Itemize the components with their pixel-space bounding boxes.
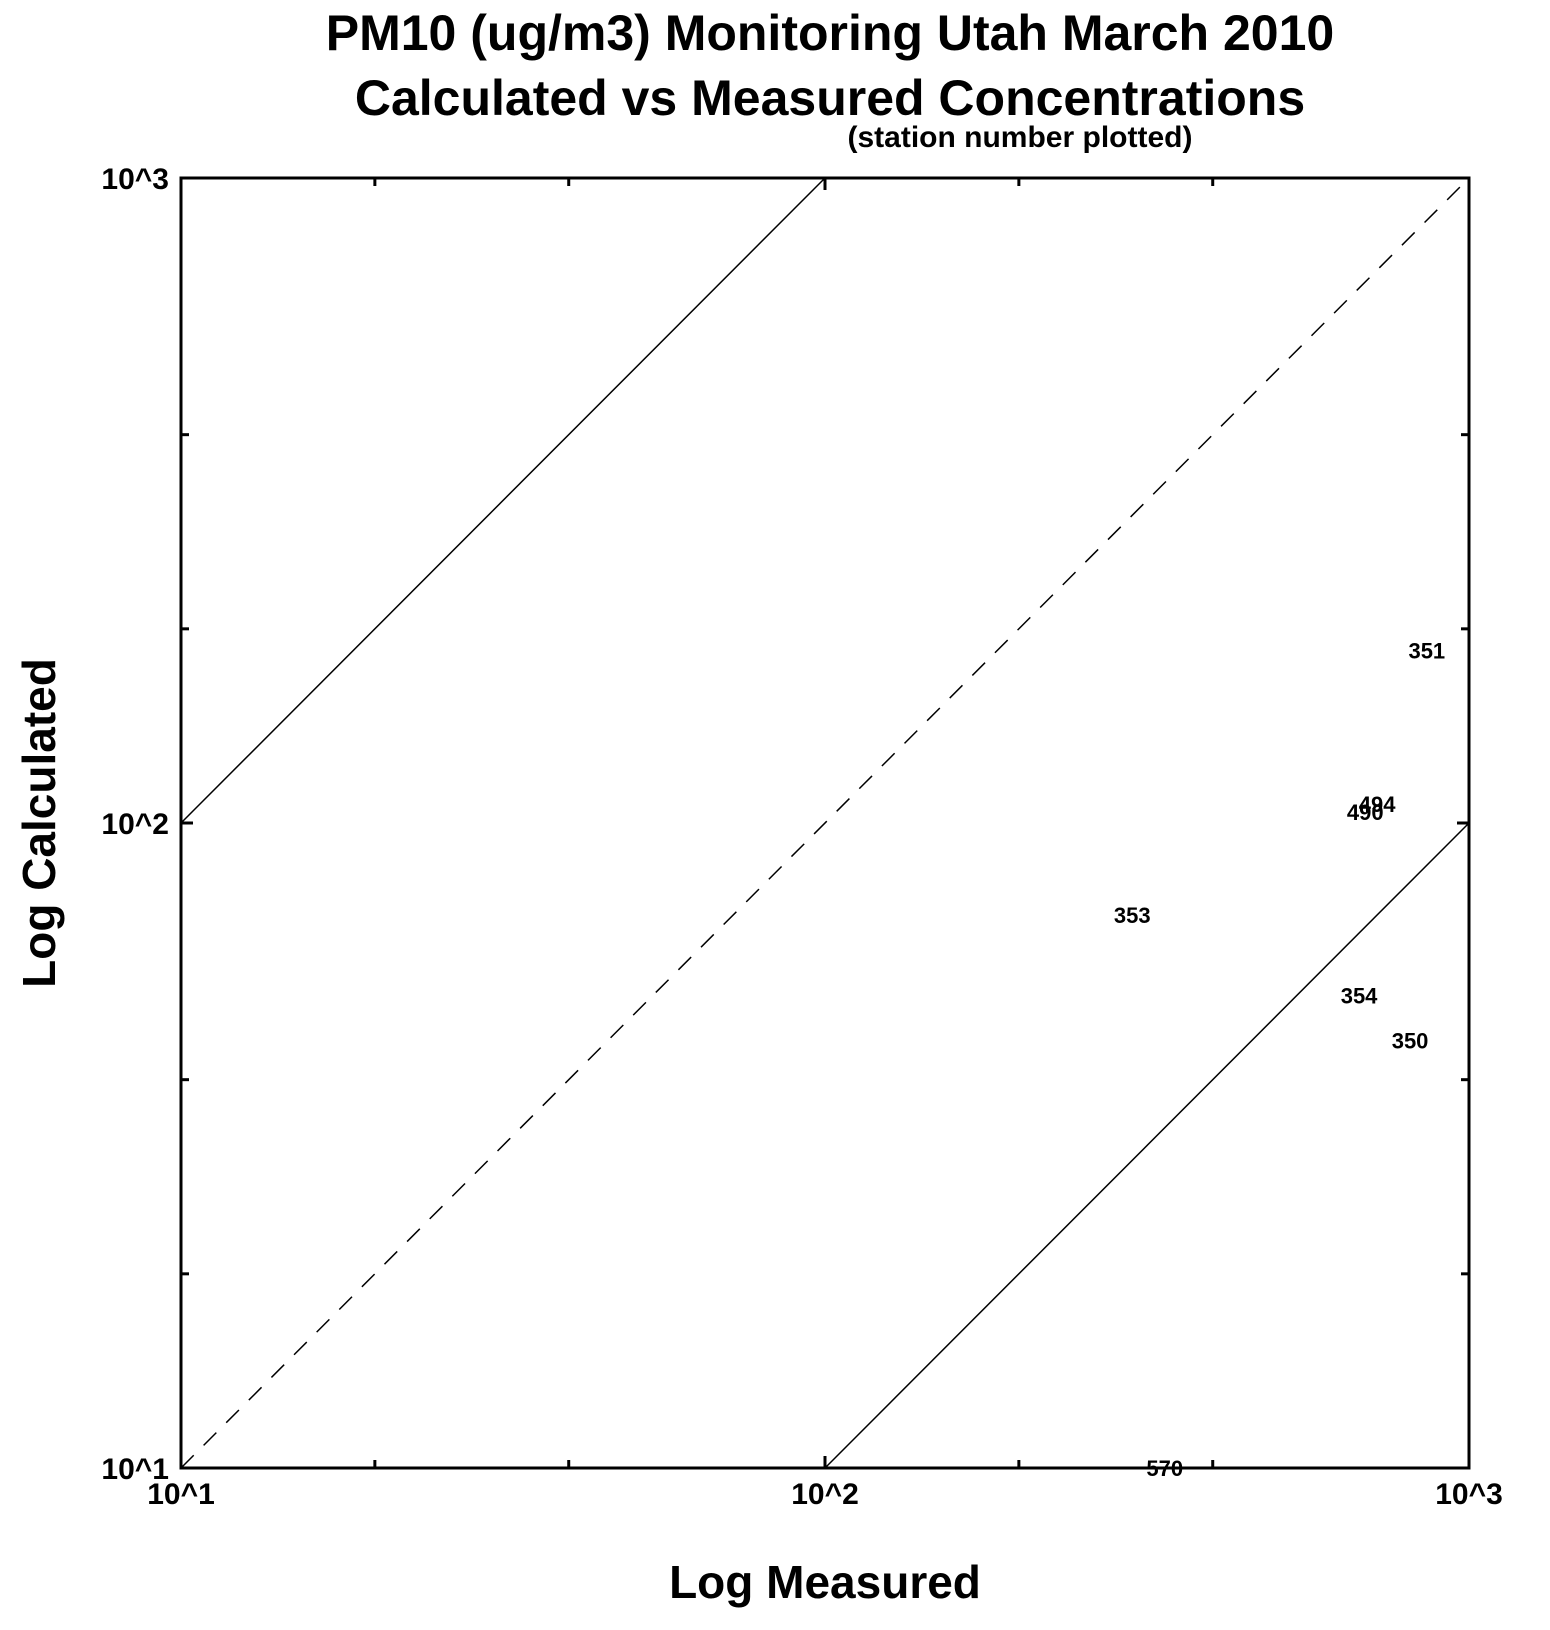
station-point-354: 354 (1341, 984, 1378, 1009)
chart-subtitle: Calculated vs Measured Concentrations (355, 70, 1305, 126)
y-tick-label-1: 10^2 (101, 808, 169, 841)
x-axis-label: Log Measured (669, 1556, 981, 1608)
station-point-351: 351 (1408, 639, 1445, 664)
reference-line-1 (180, 177, 826, 824)
x-tick-label-2: 10^3 (1435, 1478, 1503, 1511)
x-tick-label-1: 10^2 (791, 1478, 859, 1511)
station-point-353: 353 (1114, 903, 1151, 928)
y-tick-label-2: 10^3 (101, 163, 169, 196)
chart-note: (station number plotted) (848, 121, 1193, 154)
y-axis-label: Log Calculated (13, 658, 65, 988)
reference-line-0 (180, 177, 1470, 1469)
x-tick-label-0: 10^1 (147, 1478, 215, 1511)
reference-line-2 (824, 822, 1470, 1469)
station-point-494: 494 (1359, 792, 1396, 817)
station-point-490: 490 (1347, 800, 1384, 825)
y-tick-label-0: 10^1 (101, 1453, 169, 1486)
reference-lines (180, 177, 1470, 1469)
plot-frame (179, 176, 1471, 1470)
chart-title: PM10 (ug/m3) Monitoring Utah March 2010 (326, 5, 1334, 61)
tick-labels: 10^1 10^2 10^3 10^1 10^2 10^3 (101, 163, 1502, 1511)
station-point-350: 350 (1392, 1029, 1429, 1054)
